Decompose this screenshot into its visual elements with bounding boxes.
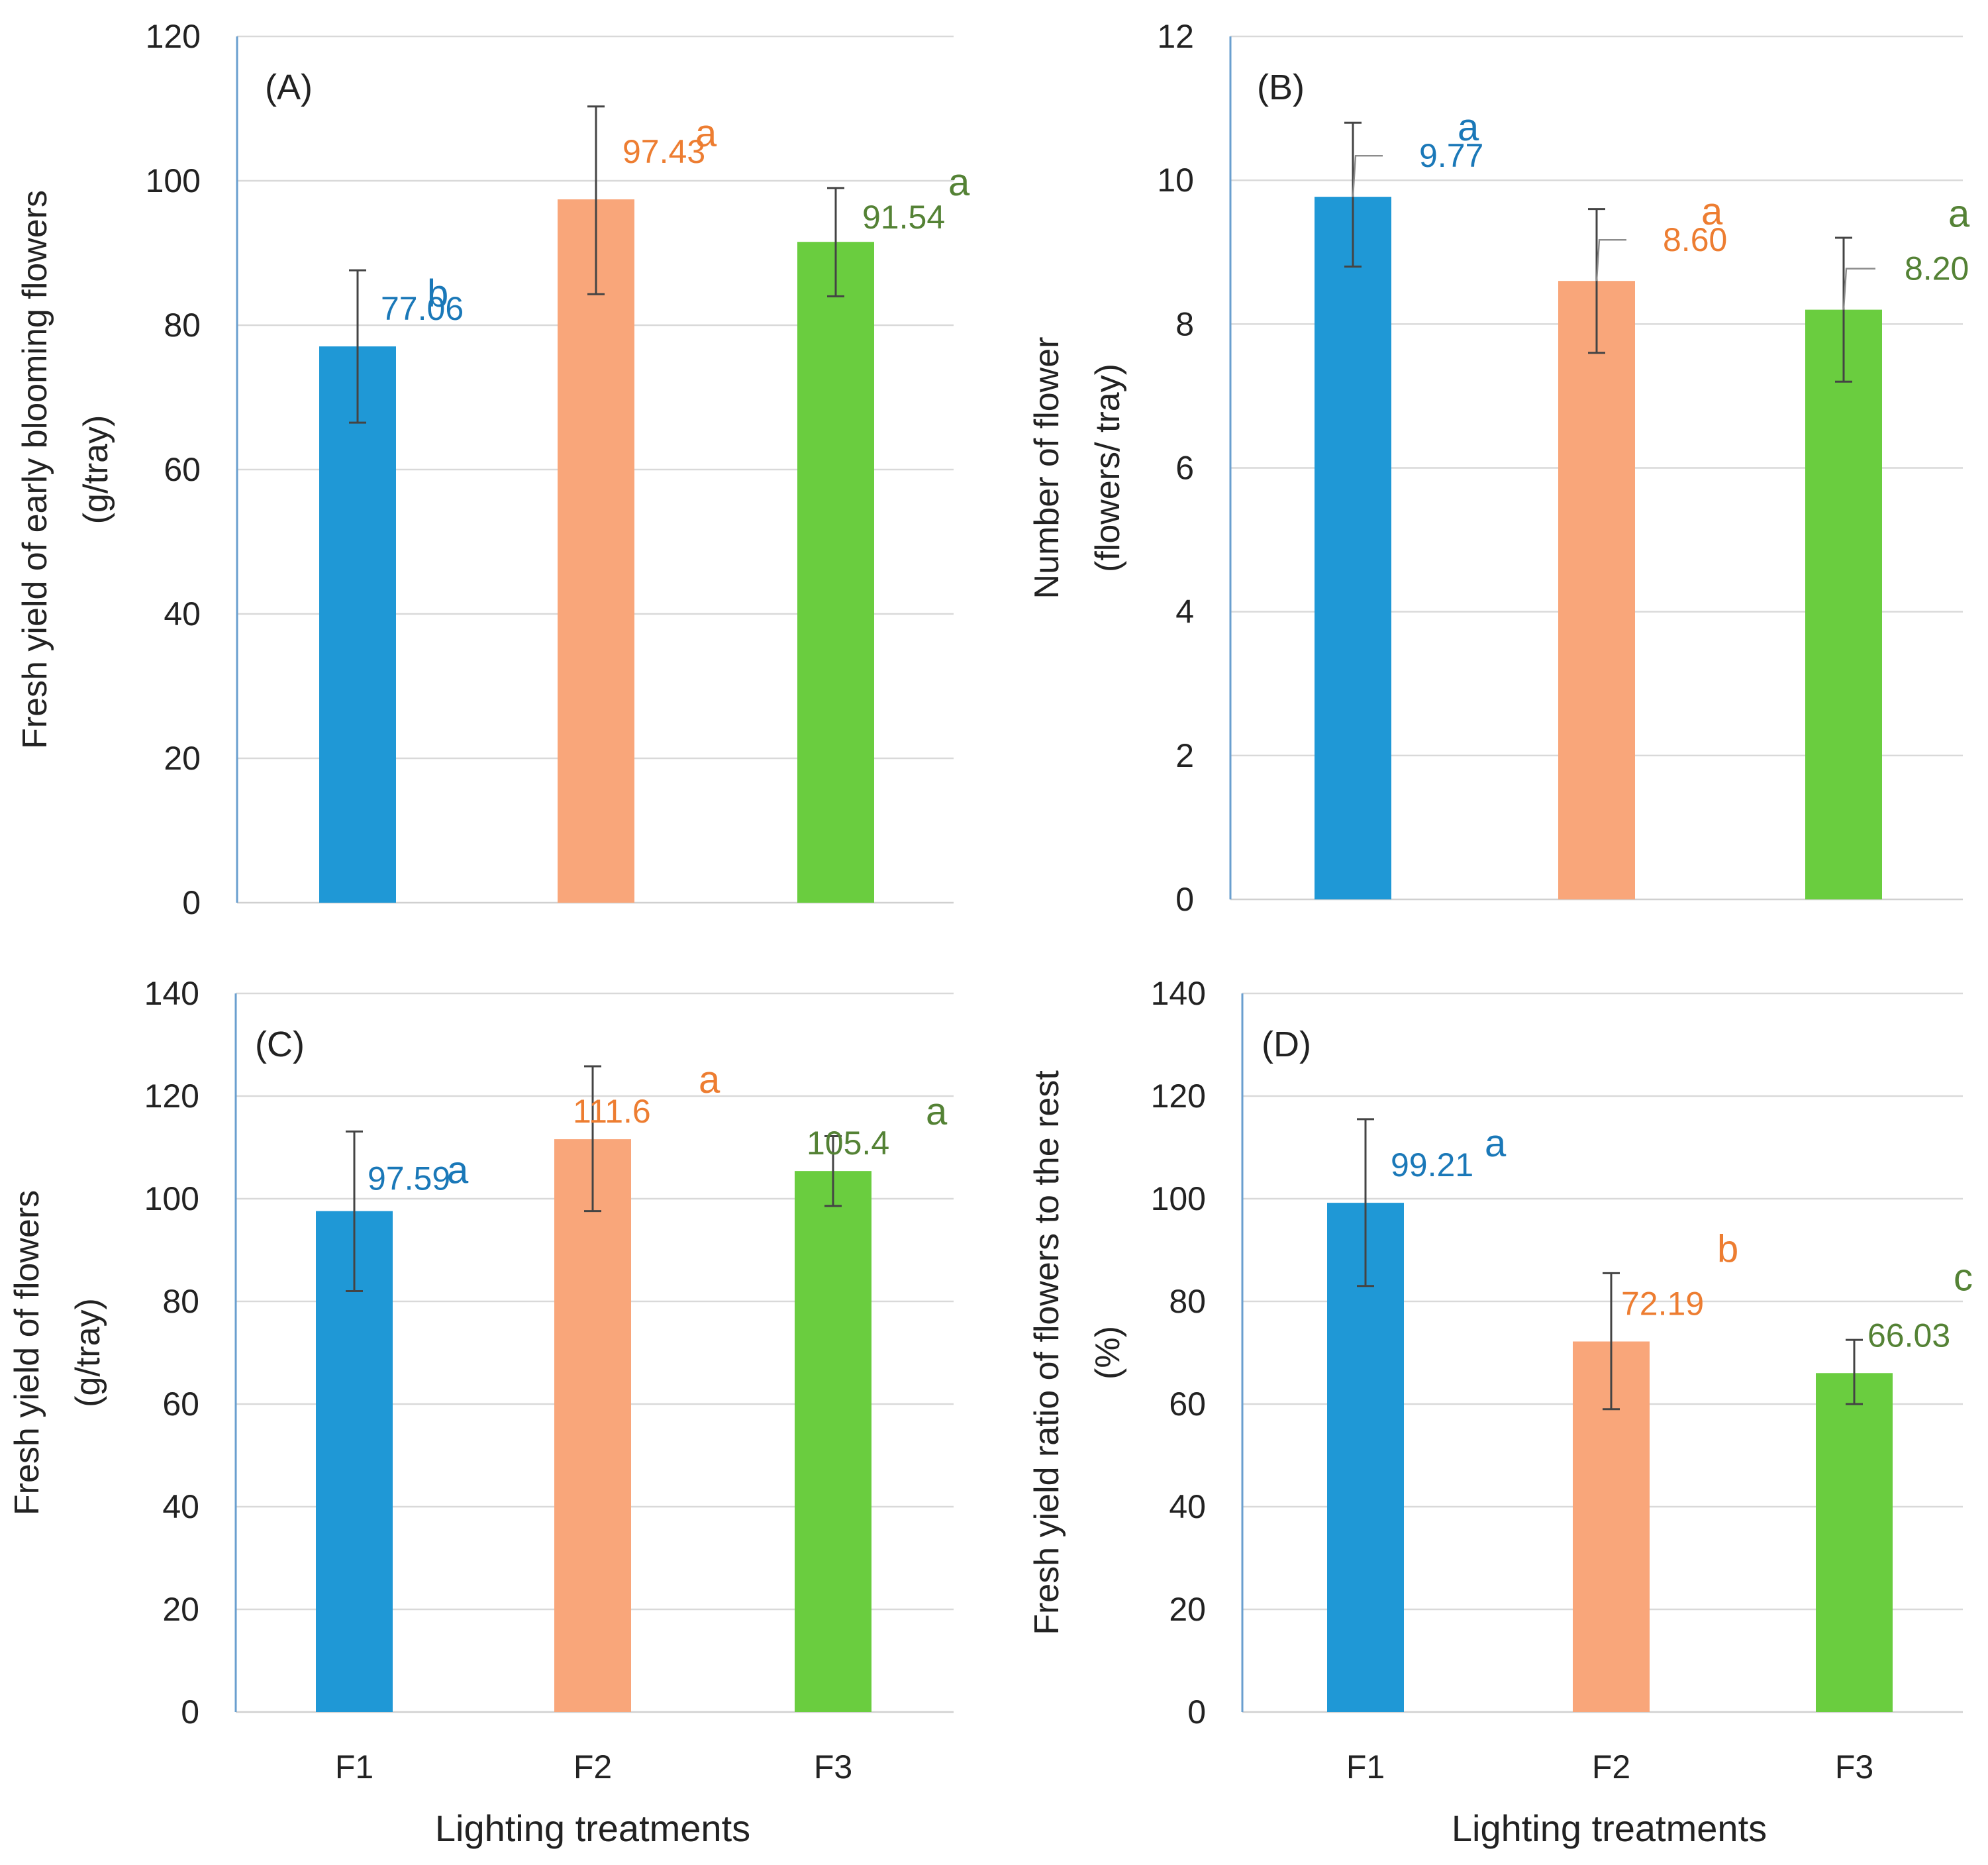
significance-letter: b	[1717, 1228, 1738, 1271]
value-label: 91.54	[862, 199, 945, 236]
panel-label: (B)	[1257, 68, 1305, 107]
chart-panel-b: 0 2 4 6 8 10 12 (B) Number of flower (flowers/ tr…	[1028, 18, 1970, 918]
y-tick-label: 0	[1175, 881, 1194, 918]
bar-f3	[795, 1171, 871, 1712]
value-label: 97.43	[622, 133, 705, 170]
significance-letter: a	[926, 1090, 948, 1133]
bar-f3	[1816, 1373, 1893, 1712]
y-tick-label: 80	[1169, 1283, 1206, 1320]
x-tick-label: F3	[1835, 1748, 1873, 1786]
value-label: 99.21	[1391, 1146, 1473, 1184]
significance-letter: a	[1458, 106, 1479, 149]
y-tick-label: 60	[164, 451, 201, 488]
y-tick-label: 0	[1187, 1693, 1206, 1731]
y-tick-label: 8	[1175, 305, 1194, 342]
y-tick-label: 120	[1151, 1078, 1206, 1115]
y-tick-label: 20	[1169, 1591, 1206, 1628]
value-label: 105.4	[807, 1125, 889, 1162]
significance-letter: a	[447, 1149, 469, 1192]
y-tick-label: 2	[1175, 737, 1194, 774]
significance-letter: a	[699, 1058, 721, 1101]
chart-panel-c: 0 20 40 60 80 100 120 140 (C) Fresh yield of flow…	[8, 975, 954, 1786]
y-tick-label: 12	[1157, 18, 1194, 55]
y-tick-label: 80	[164, 307, 201, 344]
x-axis-label-right: Lighting treatments	[1452, 1807, 1767, 1849]
y-tick-label: 80	[162, 1283, 199, 1320]
bar-f2	[554, 1139, 631, 1712]
y-tick-label: 4	[1175, 593, 1194, 630]
y-axis-label: Number of flower	[1028, 337, 1066, 599]
y-tick-label: 0	[182, 884, 201, 921]
bar-f1	[1327, 1203, 1404, 1712]
value-leader-line	[1595, 238, 1626, 281]
y-tick-label: 60	[1169, 1386, 1206, 1423]
value-leader-line	[1352, 154, 1383, 197]
value-label: 97.59	[368, 1160, 450, 1197]
y-tick-label: 100	[144, 1180, 199, 1217]
y-tick-label: 6	[1175, 450, 1194, 487]
value-label: 77.06	[381, 290, 464, 327]
x-tick-label: F2	[573, 1748, 612, 1786]
value-label: 8.20	[1905, 250, 1969, 287]
significance-letter: a	[695, 112, 717, 155]
y-tick-label: 100	[146, 162, 201, 199]
x-tick-label: F2	[1592, 1748, 1630, 1786]
y-tick-label: 140	[144, 975, 199, 1012]
bar-f3	[1805, 309, 1882, 899]
significance-letter: a	[1948, 193, 1970, 236]
y-tick-label: 10	[1157, 162, 1194, 199]
y-tick-label: 100	[1151, 1180, 1206, 1217]
y-axis-label: (g/tray)	[69, 1298, 107, 1407]
y-axis-label: (flowers/ tray)	[1089, 364, 1127, 572]
bar-f1	[319, 346, 396, 903]
bar-f2	[1558, 281, 1635, 899]
x-axis-label-left: Lighting treatments	[435, 1807, 750, 1849]
y-tick-label: 40	[1169, 1488, 1206, 1525]
significance-letter: c	[1954, 1256, 1973, 1299]
panel-label: (D)	[1262, 1025, 1311, 1064]
y-tick-label: 120	[146, 18, 201, 55]
y-axis-label: (g/tray)	[77, 415, 115, 525]
y-tick-label: 60	[162, 1386, 199, 1423]
significance-letter: a	[1485, 1122, 1507, 1165]
y-tick-label: 40	[164, 595, 201, 632]
panel-label: (C)	[255, 1025, 305, 1064]
value-label: 72.19	[1621, 1285, 1704, 1323]
y-axis-label: Fresh yield of early blooming flowers	[16, 190, 54, 749]
chart-panel-a: 0 20 40 60 80 100 120 (A) Fresh yield of early b…	[16, 18, 970, 921]
value-label: 8.60	[1663, 221, 1727, 258]
bar-f1	[1315, 197, 1391, 899]
y-axis-label: Fresh yield of flowers	[8, 1190, 46, 1515]
y-tick-label: 0	[181, 1693, 199, 1731]
y-axis-label: (%)	[1089, 1326, 1127, 1380]
x-tick-label: F3	[814, 1748, 852, 1786]
value-label: 9.77	[1419, 137, 1483, 174]
bar-f3	[797, 242, 874, 903]
value-label: 111.6	[573, 1093, 651, 1130]
bar-f1	[316, 1211, 393, 1712]
significance-letter: a	[948, 161, 970, 204]
x-tick-label: F1	[335, 1748, 373, 1786]
chart-panel-d: 0 20 40 60 80 100 120 140 (D) Fresh yield ratio o…	[1028, 975, 1973, 1786]
value-label: 66.03	[1867, 1317, 1950, 1354]
y-tick-label: 140	[1151, 975, 1206, 1012]
y-tick-label: 40	[162, 1488, 199, 1525]
significance-letter: a	[1701, 190, 1723, 233]
y-tick-label: 20	[164, 740, 201, 777]
panel-label: (A)	[265, 68, 313, 107]
significance-letter: b	[427, 272, 448, 315]
y-tick-label: 120	[144, 1078, 199, 1115]
y-tick-label: 20	[162, 1591, 199, 1628]
x-tick-label: F1	[1346, 1748, 1385, 1786]
bar-f2	[558, 199, 634, 903]
value-leader-line	[1842, 268, 1875, 310]
y-axis-label: Fresh yield ratio of flowers to the rest	[1028, 1070, 1066, 1635]
